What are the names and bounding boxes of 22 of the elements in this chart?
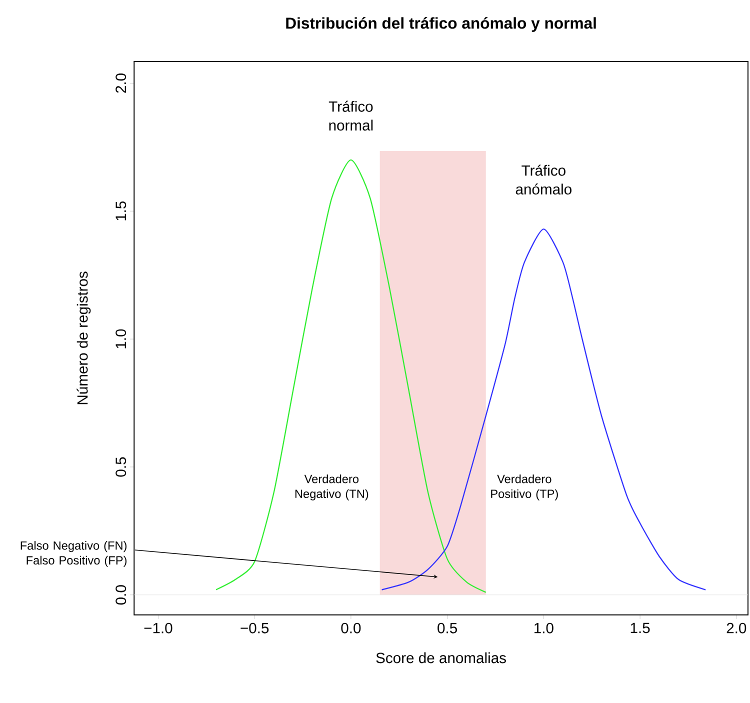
- x-tick-label: −0.5: [240, 622, 269, 634]
- y-tick-label: 1.5: [116, 201, 126, 220]
- x-tick-label: −1.0: [144, 622, 172, 634]
- x-tick-label: 0.5: [438, 622, 457, 634]
- annotation: Verdadero Negativo (TN): [295, 474, 368, 500]
- y-axis-title: Número de registros: [76, 272, 91, 404]
- x-tick-label: 1.0: [534, 622, 554, 634]
- chart-title: Distribución del tráfico anómalo y normal: [286, 17, 596, 32]
- y-tick-label: 0.5: [116, 457, 126, 477]
- annotation: Tráfico anómalo: [516, 164, 572, 194]
- x-axis-title: Score de anomalias: [376, 652, 506, 664]
- y-tick-label: 0.0: [116, 585, 126, 605]
- text: Falso Negativo (FN) Falso Positivo (FP): [20, 540, 126, 567]
- line-series: [215, 159, 486, 593]
- annotation: Tráfico normal: [328, 100, 373, 131]
- x-tick-label: 2.0: [726, 622, 746, 634]
- y-tick-label: 2.0: [116, 73, 126, 93]
- y-tick-label: 1.0: [116, 329, 126, 348]
- line-series: [381, 228, 706, 590]
- annotation: Verdadero Positivo (TP): [491, 474, 558, 500]
- x-tick-label: 0.0: [341, 622, 361, 634]
- x-tick-label: 1.5: [630, 622, 650, 634]
